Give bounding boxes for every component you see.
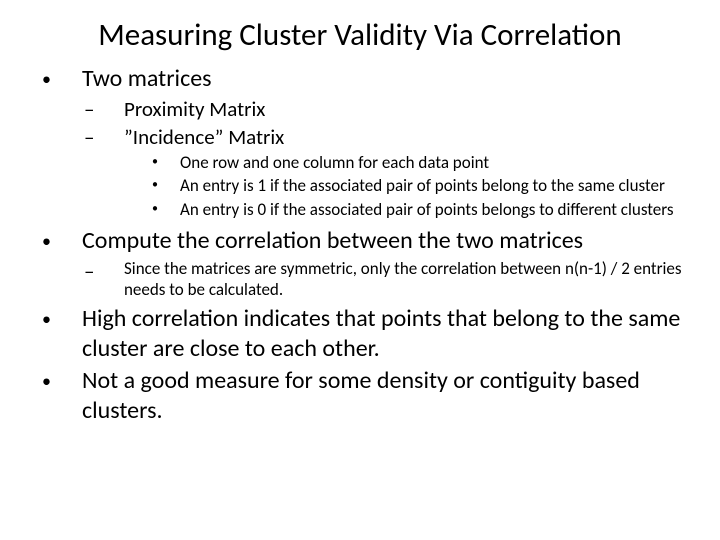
bullet-dash-icon: – bbox=[82, 258, 124, 301]
list-item-text: An entry is 0 if the associated pair of … bbox=[180, 199, 684, 220]
bullet-dot-icon: • bbox=[150, 199, 180, 220]
sub-list: – Since the matrices are symmetric, only… bbox=[82, 258, 684, 301]
slide-title: Measuring Cluster Validity Via Correlati… bbox=[36, 18, 684, 54]
list-item-text: An entry is 1 if the associated pair of … bbox=[180, 175, 684, 196]
bullet-dot-icon: • bbox=[40, 64, 82, 224]
list-item-text: Two matrices bbox=[82, 64, 212, 93]
bullet-dot-icon: • bbox=[150, 175, 180, 196]
list-item: • Not a good measure for some density or… bbox=[40, 366, 684, 426]
list-item-text: Compute the correlation between the two … bbox=[82, 226, 583, 255]
bullet-dash-icon: – bbox=[82, 96, 124, 122]
slide: Measuring Cluster Validity Via Correlati… bbox=[0, 0, 720, 540]
bullet-dash-icon: – bbox=[82, 124, 124, 222]
bullet-dot-icon: • bbox=[40, 304, 82, 364]
list-item: – ”Incidence” Matrix • One row and one c… bbox=[82, 124, 684, 222]
list-item-text: Since the matrices are symmetric, only t… bbox=[124, 258, 684, 301]
sub-list: – Proximity Matrix – ”Incidence” Matrix … bbox=[82, 96, 684, 222]
list-item-text: One row and one column for each data poi… bbox=[180, 152, 684, 173]
list-item: – Proximity Matrix bbox=[82, 96, 684, 122]
bullet-dot-icon: • bbox=[40, 226, 82, 303]
bullet-list: • Two matrices – Proximity Matrix – ”Inc… bbox=[40, 64, 684, 427]
list-item: • Compute the correlation between the tw… bbox=[40, 226, 684, 303]
list-item: • An entry is 1 if the associated pair o… bbox=[150, 175, 684, 196]
list-item: • High correlation indicates that points… bbox=[40, 304, 684, 364]
bullet-dot-icon: • bbox=[150, 152, 180, 173]
list-item-text: Not a good measure for some density or c… bbox=[82, 366, 684, 426]
list-item-text: High correlation indicates that points t… bbox=[82, 304, 684, 364]
list-item-text: ”Incidence” Matrix bbox=[124, 124, 284, 150]
list-item: • One row and one column for each data p… bbox=[150, 152, 684, 173]
list-item-text: Proximity Matrix bbox=[124, 96, 684, 122]
list-item: • Two matrices – Proximity Matrix – ”Inc… bbox=[40, 64, 684, 224]
list-item: – Since the matrices are symmetric, only… bbox=[82, 258, 684, 301]
sub-sub-list: • One row and one column for each data p… bbox=[150, 152, 684, 220]
list-item: • An entry is 0 if the associated pair o… bbox=[150, 199, 684, 220]
bullet-dot-icon: • bbox=[40, 366, 82, 426]
